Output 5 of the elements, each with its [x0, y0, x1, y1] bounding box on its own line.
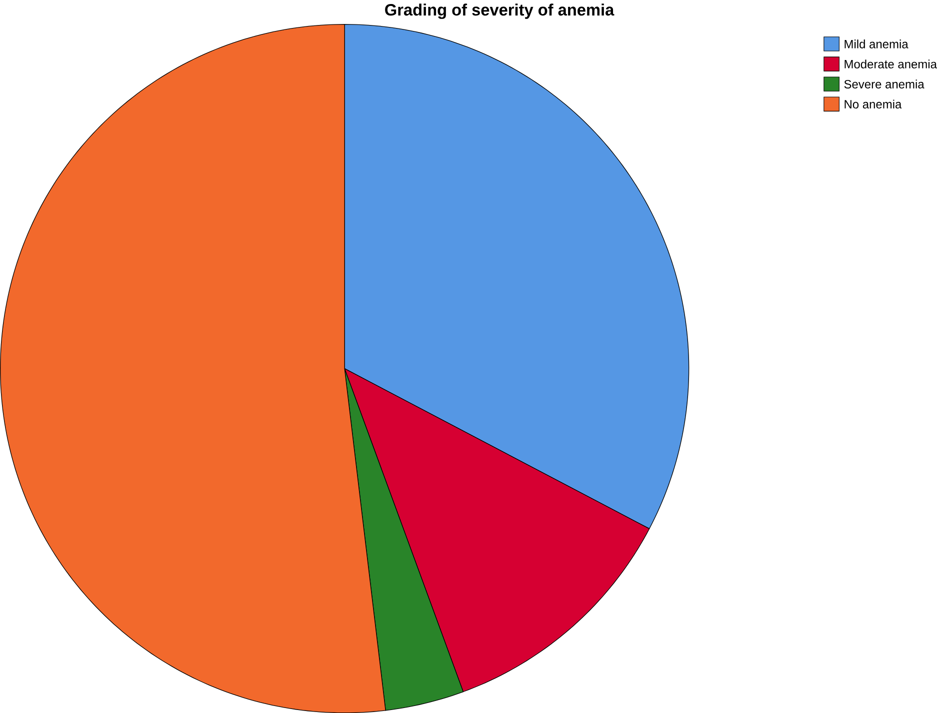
legend-label: Severe anemia: [844, 80, 924, 88]
legend-label: Moderate anemia: [844, 60, 937, 68]
chart-title: Grading of severity of anemia: [385, 4, 614, 19]
legend-label: No anemia: [844, 100, 902, 108]
legend-label: Mild anemia: [844, 39, 908, 48]
